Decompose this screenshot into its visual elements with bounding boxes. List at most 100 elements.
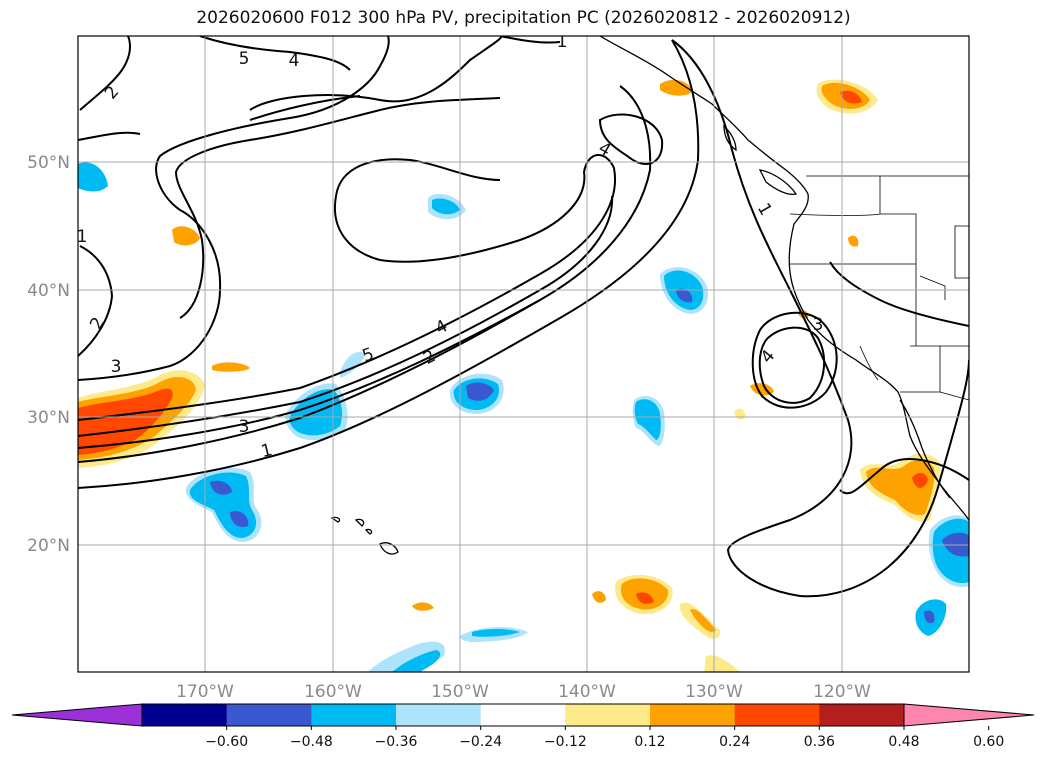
pv-contour-2: [751, 311, 838, 409]
contour-label: 1: [557, 32, 568, 52]
colorbar-tick-label: −0.36: [375, 734, 418, 750]
lat-axis-labels: 50°N 40°N 30°N 20°N: [27, 153, 70, 556]
precip-negative-region: [78, 162, 108, 192]
colorbar-swatch: [650, 704, 736, 726]
precip-positive-region: [660, 79, 692, 96]
pv-contour-3: [78, 154, 616, 421]
state-border: [879, 176, 917, 346]
state-border: [919, 275, 946, 300]
pv-contour-5: [78, 299, 541, 449]
graticule: [78, 36, 969, 672]
pv-contour-3: [78, 36, 390, 381]
pv-contour-layer: [78, 36, 969, 598]
colorbar-swatch: [311, 704, 397, 726]
lat-label: 20°N: [27, 536, 70, 556]
pv-contour-2: [78, 85, 652, 463]
pv-contour-4: [78, 195, 614, 437]
colorbar: −0.60 −0.48 −0.36 −0.24 −0.12 0.12 0.24 0.36 0.4…: [11, 703, 1035, 750]
pv-contour-1: [499, 36, 561, 44]
colorbar-tick-label: 0.48: [888, 734, 919, 750]
state-border: [859, 345, 879, 381]
colorbar-swatch: [142, 704, 228, 726]
lon-label: 130°W: [685, 682, 743, 702]
contour-label: 1: [77, 227, 88, 247]
precip-positive-region: [212, 362, 250, 372]
precip-negative-region: [210, 480, 232, 495]
map-title: 2026020600 F012 300 hPa PV, precipitatio…: [196, 8, 851, 28]
hawaii-island: [354, 518, 365, 527]
precip-positive-region: [848, 235, 859, 247]
precip-positive-region: [412, 602, 434, 611]
pv-contour-2: [78, 245, 114, 357]
colorbar-swatch: [734, 704, 820, 726]
contour-label: 3: [111, 357, 122, 377]
colorbar-frame: [141, 703, 905, 727]
precip-negative-region: [432, 198, 460, 215]
lon-label: 160°W: [304, 682, 362, 702]
precip-positive-region: [840, 90, 862, 104]
colorbar-swatch: [565, 704, 651, 726]
pv-contour-5: [199, 36, 351, 71]
lon-label: 140°W: [558, 682, 616, 702]
pv-contour-4: [174, 97, 501, 319]
lat-label: 40°N: [27, 281, 70, 301]
precip-positive-region: [704, 655, 740, 672]
precip-positive-region: [690, 609, 716, 632]
colorbar-tick-label: 0.60: [973, 734, 1004, 750]
colorbar-tick-label: −0.12: [544, 734, 587, 750]
precip-positive-region: [636, 592, 654, 604]
lon-label: 150°W: [431, 682, 489, 702]
pv-contour-1: [78, 39, 700, 489]
precip-negative-region: [634, 399, 661, 440]
precip-positive-region: [592, 591, 606, 603]
north-america-coastline: [599, 36, 969, 521]
precip-negative-region: [924, 610, 935, 624]
map-area: [78, 36, 969, 672]
colorbar-swatch: [480, 704, 566, 726]
border-layer: [789, 175, 969, 401]
contour-label: 5: [239, 49, 250, 69]
state-border: [789, 213, 881, 216]
colorbar-max-extend-arrow: [903, 703, 1035, 727]
lon-axis-labels: 170°W 160°W 150°W 140°W 130°W 120°W: [176, 682, 871, 702]
colorbar-tick-label: 0.24: [719, 734, 750, 750]
pv-contour-5: [249, 95, 361, 121]
precip-positive-region: [912, 472, 928, 488]
colorbar-tick-label: −0.60: [205, 734, 248, 750]
hawaii-island: [330, 516, 341, 523]
colorbar-swatch: [819, 704, 905, 726]
colorbar-min-extend-arrow: [11, 703, 143, 727]
pv-contour-4: [598, 113, 664, 165]
pv-contour-3: [78, 131, 141, 141]
baja-coastline: [899, 399, 951, 499]
pv-contour-3: [829, 261, 969, 327]
colorbar-swatch: [226, 704, 312, 726]
state-border: [954, 225, 969, 279]
precip-positive-region: [172, 226, 200, 246]
vancouver-island: [758, 169, 798, 196]
precip-negative-region: [392, 650, 441, 672]
lon-label: 170°W: [176, 682, 234, 702]
pv-contour-4: [249, 36, 503, 111]
precip-negative-region: [230, 510, 249, 528]
colorbar-tick-label: −0.48: [290, 734, 333, 750]
pv-contour-4: [758, 326, 826, 404]
coastline-layer: [330, 36, 969, 555]
haida-gwaii: [723, 124, 737, 152]
precip-negative-region: [676, 288, 693, 303]
colorbar-tick-label: 0.36: [804, 734, 835, 750]
colorbar-tick-label: −0.24: [459, 734, 502, 750]
precip-negative-region: [340, 352, 366, 378]
precip-negative-region: [368, 641, 445, 672]
lat-label: 30°N: [27, 408, 70, 428]
hawaii-big-island: [379, 542, 399, 555]
lon-label: 120°W: [813, 682, 871, 702]
colorbar-tick-label: 0.12: [634, 734, 665, 750]
contour-label: 1: [259, 440, 274, 462]
contour-label: 3: [239, 417, 250, 437]
pv-contour-2: [79, 36, 131, 111]
hawaii-island: [364, 528, 373, 535]
pv-contour-1: [839, 458, 969, 495]
colorbar-swatch: [396, 704, 482, 726]
